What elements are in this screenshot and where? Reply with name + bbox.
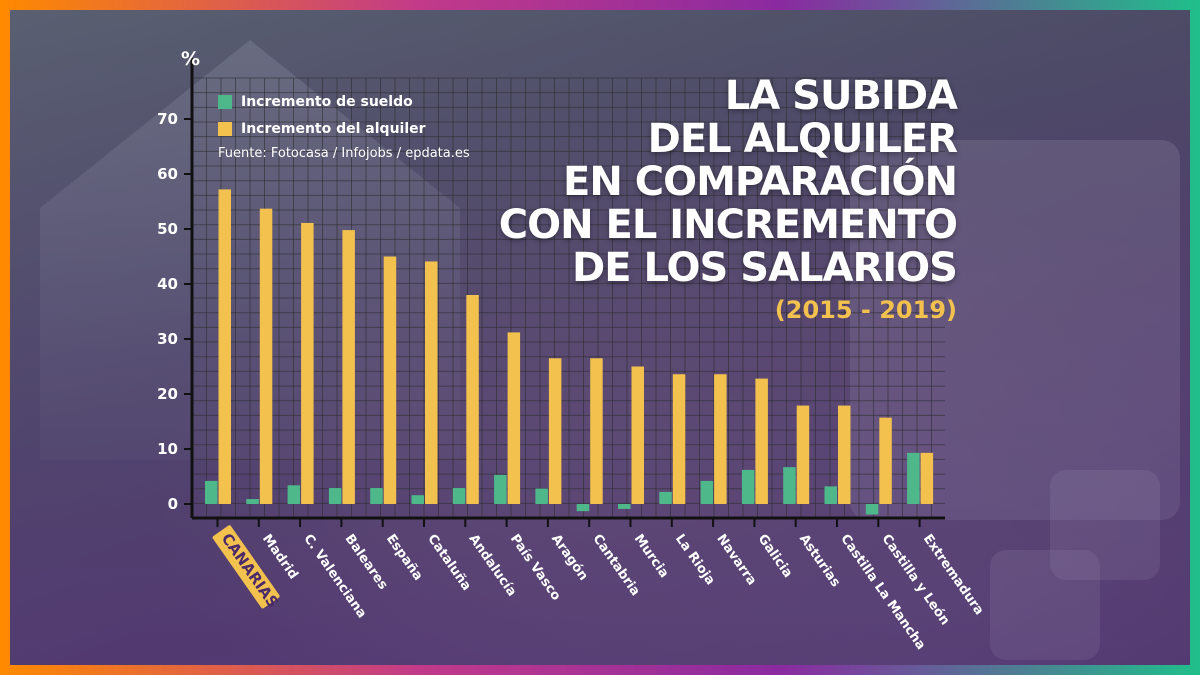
bar-sueldo <box>741 469 755 504</box>
chart-subtitle: (2015 - 2019) <box>774 296 957 324</box>
x-tick-label: La Rioja <box>672 532 718 588</box>
bar-alquiler <box>920 452 934 504</box>
bar-sueldo <box>328 488 342 504</box>
title-line: DE LOS SALARIOS <box>572 245 958 291</box>
x-tick-label: Galicia <box>755 532 796 581</box>
bar-sueldo <box>576 504 590 512</box>
bar-sueldo <box>370 488 383 504</box>
x-tick-label-group: Murcia <box>631 532 672 581</box>
title-line: EN COMPARACIÓN <box>563 159 958 205</box>
x-tick-label-group: Galicia <box>755 532 796 581</box>
legend-label-alquiler: Incremento del alquiler <box>241 120 426 137</box>
legend-label-sueldo: Incremento de sueldo <box>241 93 413 110</box>
x-tick-label: Navarra <box>713 532 759 589</box>
bar-alquiler <box>590 358 603 504</box>
y-tick-label: 30 <box>157 330 178 348</box>
x-tick-label-group: Castilla La Mancha <box>837 532 928 653</box>
x-tick-label: Asturias <box>796 532 843 590</box>
legend-swatch-alquiler <box>218 121 232 136</box>
bar-sueldo <box>494 474 507 504</box>
bar-alquiler <box>548 358 562 504</box>
bar-alquiler <box>714 374 727 504</box>
x-tick-label: España <box>383 532 426 584</box>
title-line: DEL ALQUILER <box>647 116 958 162</box>
bar-alquiler <box>218 189 231 504</box>
bar-alquiler <box>879 417 892 504</box>
legend-item-alquiler: Incremento del alquiler <box>218 115 470 142</box>
x-tick-label-group: Aragón <box>548 532 591 584</box>
bar-sueldo <box>865 504 879 515</box>
legend-item-sueldo: Incremento de sueldo <box>218 88 470 115</box>
bar-alquiler <box>342 230 355 504</box>
bar-sueldo <box>700 480 714 504</box>
y-tick-label: 70 <box>157 110 178 128</box>
x-tick-label-group: Navarra <box>713 532 759 589</box>
title-line: LA SUBIDA <box>724 73 958 119</box>
bar-alquiler <box>301 222 314 504</box>
calculator-background-shape <box>850 140 1180 520</box>
x-tick-label: Murcia <box>631 532 672 581</box>
y-tick-label: 20 <box>157 385 178 403</box>
bar-sueldo <box>659 491 672 504</box>
bar-alquiler <box>383 256 397 504</box>
bar-sueldo <box>411 495 424 504</box>
y-tick-label: 10 <box>157 440 178 458</box>
y-tick-label: 50 <box>157 220 178 238</box>
source-note: Fuente: Fotocasa / Infojobs / epdata.es <box>218 146 470 161</box>
bar-alquiler <box>466 295 479 504</box>
bar-alquiler <box>838 405 851 504</box>
x-tick-label-group: España <box>383 532 426 584</box>
bar-sueldo <box>783 467 796 504</box>
bar-sueldo <box>287 485 301 504</box>
bar-alquiler <box>796 405 810 504</box>
y-tick-label: 60 <box>157 165 178 183</box>
y-axis-unit-label: % <box>181 48 201 70</box>
title-line: CON EL INCREMENTO <box>498 202 958 248</box>
bar-sueldo <box>535 488 548 504</box>
bar-sueldo <box>246 499 259 504</box>
bar-alquiler <box>425 261 438 504</box>
x-tick-label: Aragón <box>548 532 591 584</box>
x-tick-label: Madrid <box>259 532 301 583</box>
bar-alquiler <box>755 378 768 504</box>
dice-background-shape <box>990 550 1100 660</box>
bar-sueldo <box>452 488 466 504</box>
chart-title: LA SUBIDA DEL ALQUILER EN COMPARACIÓN CO… <box>498 73 958 325</box>
bar-sueldo <box>205 480 218 504</box>
x-tick-label: Castilla La Mancha <box>837 532 928 653</box>
y-tick-label: 40 <box>157 275 178 293</box>
highlight-label-background <box>212 525 280 609</box>
bar-alquiler <box>672 374 686 504</box>
bar-alquiler <box>631 366 644 504</box>
dice-background-shape <box>1050 470 1160 580</box>
legend-swatch-sueldo <box>218 94 232 109</box>
x-tick-label-group: La Rioja <box>672 532 718 588</box>
bar-sueldo <box>907 452 920 504</box>
bar-alquiler <box>259 208 273 504</box>
x-tick-label-group: Madrid <box>259 532 301 583</box>
bar-sueldo <box>618 504 631 509</box>
y-tick-label: 0 <box>168 495 178 513</box>
x-tick-label-group: Asturias <box>796 532 843 590</box>
bar-alquiler <box>507 332 521 504</box>
chart-legend: Incremento de sueldo Incremento del alqu… <box>218 88 470 161</box>
bar-sueldo <box>824 486 837 504</box>
